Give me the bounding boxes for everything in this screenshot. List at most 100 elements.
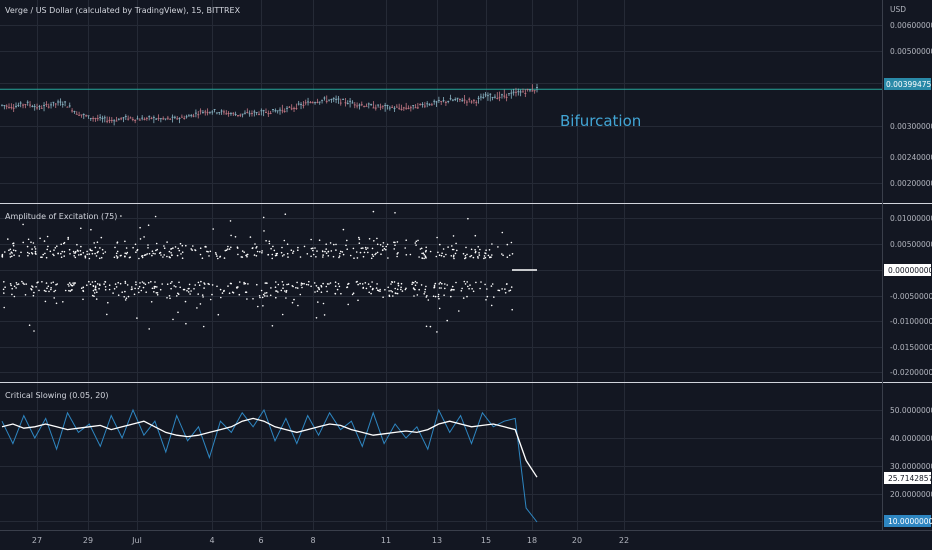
amplitude-dot: [379, 244, 382, 246]
amplitude-dot: [132, 246, 134, 249]
amplitude-dot: [315, 255, 317, 258]
amplitude-dot: [346, 248, 349, 250]
amplitude-dot: [204, 246, 206, 248]
amplitude-dot: [138, 285, 141, 288]
price-tick-label: 0.00600000: [890, 21, 932, 30]
time-tick-label: 15: [481, 536, 491, 545]
amplitude-dot: [134, 287, 136, 290]
amplitude-dot: [99, 257, 101, 260]
amplitude-dot: [438, 254, 441, 256]
amplitude-dot: [33, 330, 35, 332]
amplitude-dot: [485, 299, 487, 301]
amplitude-dot: [192, 245, 194, 247]
amplitude-dot: [185, 244, 187, 247]
price-tick-label: 0.00500000: [890, 47, 932, 56]
amplitude-dot: [95, 255, 98, 257]
amplitude-dot: [166, 255, 168, 258]
amplitude-dot: [120, 254, 122, 257]
amplitude-dot: [99, 284, 101, 287]
amplitude-dot: [227, 245, 229, 248]
amplitude-dot: [68, 282, 71, 284]
amplitude-dot: [450, 255, 453, 257]
amplitude-dot: [264, 295, 266, 297]
amplitude-dot: [478, 254, 481, 256]
price-axis-ticks: 0.00600000 0.00500000 0.00300000 0.00240000…: [890, 21, 932, 188]
amplitude-dot: [10, 284, 12, 287]
amplitude-dot: [82, 286, 84, 289]
amplitude-dot: [201, 294, 204, 296]
amplitude-dot: [3, 292, 5, 294]
amplitude-dot: [16, 283, 18, 286]
amplitude-dot: [297, 249, 299, 251]
amplitude-dot: [193, 288, 195, 290]
amplitude-dot: [425, 296, 428, 298]
amplitude-dot: [292, 252, 294, 254]
amplitude-dot: [450, 288, 453, 291]
amplitude-dot: [316, 290, 319, 293]
amplitude-dot: [436, 236, 438, 239]
amplitude-dot: [388, 295, 391, 298]
amplitude-dot: [223, 289, 225, 292]
amplitude-dot: [241, 250, 244, 252]
amplitude-dot: [77, 250, 79, 252]
amplitude-dot: [365, 287, 368, 290]
amplitude-dot: [104, 281, 107, 283]
amplitude-dot: [73, 255, 75, 257]
amplitude-dot: [45, 282, 48, 284]
amplitude-dot: [68, 289, 70, 292]
amplitude-dot: [93, 292, 96, 294]
amplitude-dot: [341, 251, 344, 253]
amplitude-dot: [52, 253, 54, 256]
amplitude-dot: [413, 295, 415, 297]
amplitude-dot: [379, 288, 381, 291]
amplitude-dot: [127, 295, 130, 298]
amplitude-dot: [176, 295, 178, 297]
amplitude-dot: [325, 243, 328, 245]
last-price-value: 0.00399475: [886, 80, 932, 89]
amplitude-dot: [379, 290, 381, 293]
amplitude-dot: [4, 286, 6, 289]
amplitude-dot: [94, 285, 97, 288]
amplitude-dot: [382, 245, 384, 248]
amplitude-dot: [468, 287, 470, 290]
amplitude-dot: [292, 250, 295, 253]
amplitude-dot: [362, 255, 365, 258]
amplitude-dot: [376, 237, 378, 240]
price-pane[interactable]: Verge / US Dollar (calculated by Trading…: [0, 5, 932, 188]
amplitude-dot: [263, 230, 265, 232]
critical-slowing-pane[interactable]: Critical Slowing (0.05, 20) 50.00000000 4…: [1, 391, 932, 527]
time-tick-label: 4: [209, 536, 214, 545]
amplitude-dot: [385, 248, 387, 251]
amplitude-dot: [257, 305, 259, 308]
amplitude-dot: [209, 298, 212, 301]
amplitude-dot: [394, 241, 396, 244]
amplitude-dot: [163, 247, 166, 249]
amplitude-dot: [451, 285, 454, 288]
amplitude-pane[interactable]: Amplitude of Excitation (75) 0.010000000…: [1, 210, 932, 377]
amplitude-dot: [387, 286, 390, 289]
amplitude-dot: [396, 255, 398, 258]
critical-slowing-tick-label: 30.00000000: [890, 462, 932, 471]
amplitude-dot: [232, 292, 235, 294]
amplitude-dot: [262, 293, 265, 296]
amplitude-dot: [317, 301, 319, 303]
amplitude-dot: [270, 247, 272, 250]
amplitude-dot: [367, 251, 369, 254]
amplitude-dot: [176, 254, 179, 257]
amplitude-dot: [91, 252, 94, 255]
amplitude-dot: [370, 257, 373, 260]
amplitude-dot: [508, 290, 510, 292]
amplitude-dot: [24, 294, 27, 296]
amplitude-dot: [219, 256, 221, 258]
amplitude-dot: [390, 283, 392, 285]
amplitude-dot: [189, 293, 191, 295]
amplitude-dot: [456, 249, 458, 252]
amplitude-dot: [124, 290, 126, 293]
amplitude-dot: [202, 296, 204, 298]
amplitude-dot: [446, 319, 449, 322]
amplitude-dot: [196, 307, 198, 309]
amplitude-dot: [372, 255, 375, 257]
amplitude-dot: [154, 253, 156, 255]
amplitude-dot: [203, 287, 205, 289]
